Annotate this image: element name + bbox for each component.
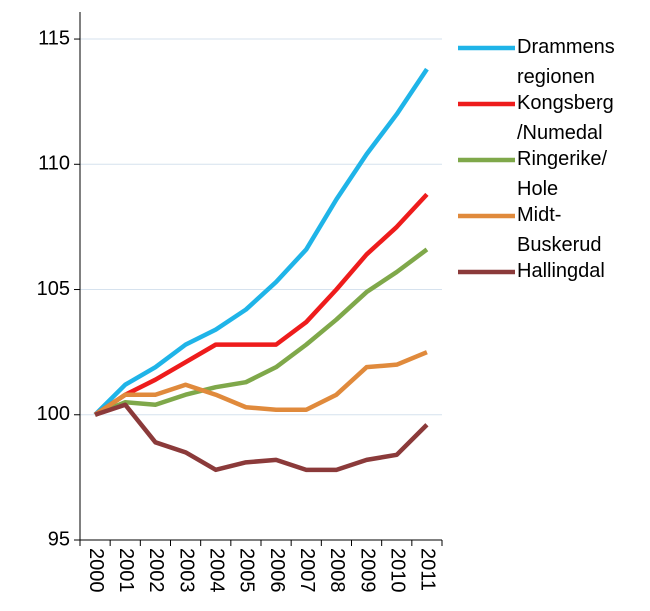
y-tick-label: 100 <box>37 403 70 425</box>
x-tick-label: 2006 <box>266 548 288 593</box>
y-tick-label: 110 <box>38 153 70 175</box>
x-tick-label: 2000 <box>85 548 107 593</box>
legend-label: Kongsberg/Numedal <box>517 92 614 144</box>
y-tick-label: 105 <box>37 278 70 300</box>
x-tick-label: 2003 <box>175 548 197 593</box>
legend-label: Hallingdal <box>517 260 605 282</box>
x-tick-label: 2001 <box>115 548 137 593</box>
x-tick-label: 2007 <box>296 548 318 593</box>
legend-label: Midt-Buskerud <box>517 204 602 256</box>
y-tick-label: 115 <box>38 27 70 49</box>
series-line <box>93 67 429 417</box>
x-tick-label: 2009 <box>356 548 378 593</box>
x-tick-label: 2008 <box>326 548 348 593</box>
x-tick-label: 2005 <box>236 548 258 593</box>
legend-label: Drammens regionen <box>517 36 615 88</box>
series-line <box>93 192 429 417</box>
series-line <box>93 350 428 417</box>
x-tick-label: 2004 <box>205 548 227 593</box>
series-line <box>94 402 429 473</box>
series-line <box>94 247 429 417</box>
y-tick-label: 95 <box>48 528 70 550</box>
legend-label: Ringerike/Hole <box>517 148 607 200</box>
x-tick-label: 2011 <box>417 548 439 591</box>
x-tick-label: 2010 <box>386 548 408 593</box>
x-tick-label: 2002 <box>145 548 167 593</box>
